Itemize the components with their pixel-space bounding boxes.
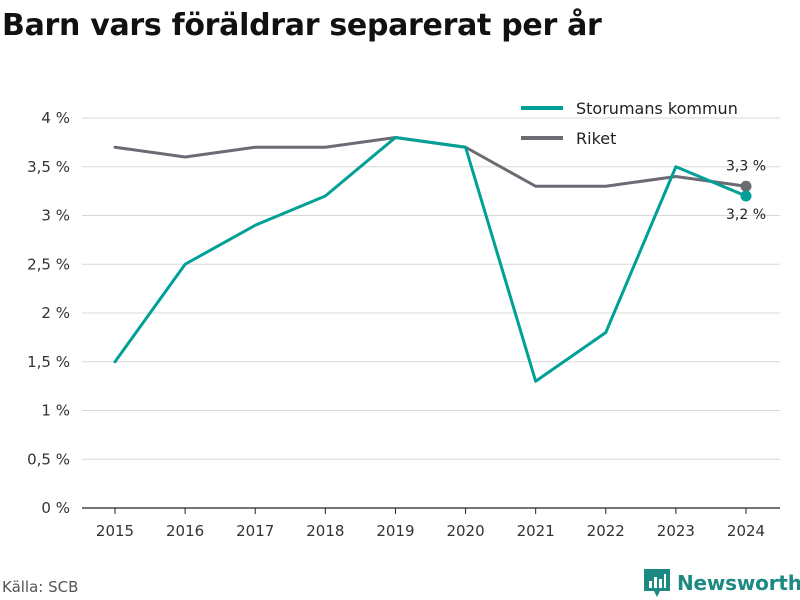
y-tick-label: 2 % <box>41 304 70 322</box>
y-tick-label: 4 % <box>41 109 70 127</box>
x-tick-label: 2018 <box>306 522 344 540</box>
y-tick-label: 3,5 % <box>27 158 70 176</box>
brand-name: Newsworthy <box>677 571 800 595</box>
y-tick-label: 0,5 % <box>27 450 70 468</box>
x-tick-label: 2021 <box>517 522 555 540</box>
x-tick-label: 2015 <box>96 522 134 540</box>
chart-title: Barn vars föräldrar separerat per år <box>2 8 602 43</box>
x-tick-label: 2022 <box>587 522 625 540</box>
x-tick-label: 2016 <box>166 522 204 540</box>
storuman-end-label: 3,2 % <box>726 207 766 223</box>
y-tick-label: 3 % <box>41 207 70 225</box>
newsworthy-logo-icon <box>644 569 670 597</box>
riket-end-point <box>740 180 752 192</box>
x-tick-label: 2017 <box>236 522 274 540</box>
x-tick-label: 2019 <box>376 522 414 540</box>
riket-end-label: 3,3 % <box>726 158 766 174</box>
y-tick-label: 2,5 % <box>27 255 70 273</box>
legend-label: Riket <box>576 129 616 148</box>
storuman-end-point <box>740 190 752 202</box>
x-tick-label: 2024 <box>727 522 765 540</box>
series-line-riket <box>113 136 748 188</box>
y-tick-label: 0 % <box>41 499 70 517</box>
series-line-storuman <box>113 136 748 383</box>
y-tick-label: 1 % <box>41 402 70 420</box>
x-tick-label: 2020 <box>446 522 484 540</box>
newsworthy-logo: Newsworthy <box>644 569 800 597</box>
legend-label: Storumans kommun <box>576 99 738 118</box>
y-tick-label: 1,5 % <box>27 353 70 371</box>
x-tick-label: 2023 <box>657 522 695 540</box>
source-label: Källa: SCB <box>2 578 79 596</box>
